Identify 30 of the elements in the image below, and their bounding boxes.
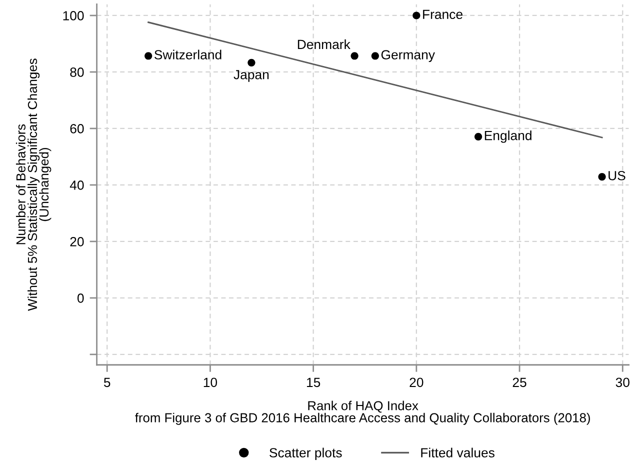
- x-tick-label: 10: [204, 378, 218, 388]
- point: [598, 172, 606, 181]
- legend-label: Fitted values: [421, 448, 494, 458]
- x-tick-label: 15: [306, 378, 320, 388]
- y-tick-label: 20: [70, 237, 84, 246]
- y-tick-label: 60: [70, 124, 84, 134]
- x-tick-label: 5: [104, 378, 110, 388]
- point: [474, 132, 482, 140]
- y-tick-label: 100: [63, 11, 84, 20]
- annotation: US: [608, 170, 626, 180]
- x-tick-label: 25: [512, 378, 526, 388]
- legend-label: Scatter plots: [270, 448, 342, 460]
- point: [412, 12, 420, 20]
- point: [371, 52, 379, 60]
- annotation: England: [484, 130, 532, 143]
- x-tick-label: 30: [616, 378, 630, 388]
- point: [248, 58, 256, 66]
- y-tick-label: 40: [70, 180, 84, 190]
- annotation: Japan: [234, 70, 269, 82]
- x-axis-title: Rank of HAQ Index from Figure 3 of GBD 2016 Healthcare Access and Quality Collaborators (2018): [135, 400, 590, 425]
- annotation: Germany: [381, 50, 435, 62]
- point: [350, 52, 358, 60]
- annotation: Denmark: [298, 39, 350, 50]
- y-tick-label: 80: [70, 68, 84, 77]
- point: [144, 52, 152, 60]
- y-tick-label: 0: [77, 294, 84, 303]
- annotation: Switzerland: [154, 50, 222, 60]
- annotation: France: [423, 10, 462, 20]
- y-axis-title: Number of Behaviors Without 5% Statistically Significant Changes (Unchanged): [16, 58, 52, 311]
- x-tick-label: 20: [410, 378, 424, 388]
